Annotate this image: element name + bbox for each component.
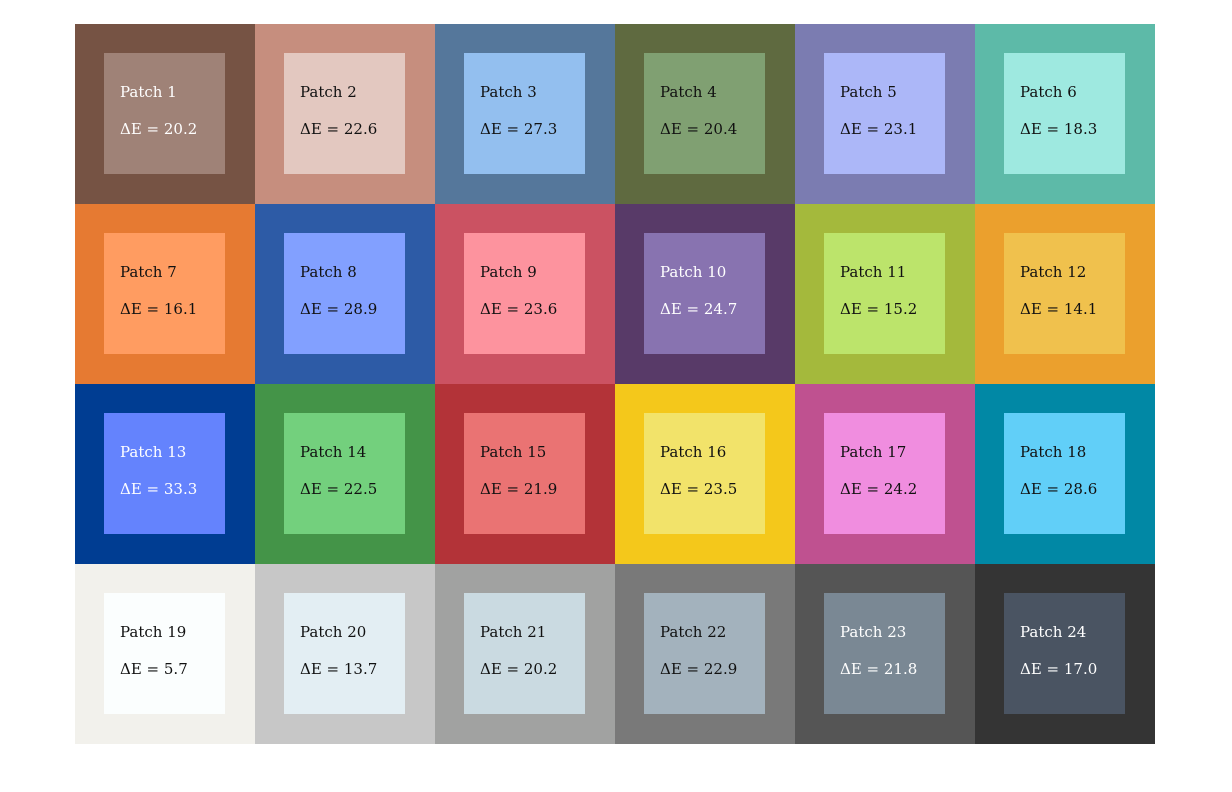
patch-delta-e: ΔE = 20.2 (120, 120, 198, 138)
patch-delta-e: ΔE = 18.3 (1020, 120, 1098, 138)
patch-cell-24: Patch 24 ΔE = 17.0 (975, 564, 1155, 744)
patch-label: Patch 20 (300, 623, 367, 641)
patch-cell-14: Patch 14 ΔE = 22.5 (255, 384, 435, 564)
patch-measured-swatch-17: Patch 17 ΔE = 24.2 (824, 413, 945, 534)
patch-cell-1: Patch 1 ΔE = 20.2 (75, 24, 255, 204)
patch-delta-e: ΔE = 23.5 (660, 480, 738, 498)
patch-label: Patch 10 (660, 263, 727, 281)
patch-label: Patch 17 (840, 443, 907, 461)
patch-delta-e: ΔE = 33.3 (120, 480, 198, 498)
patch-measured-swatch-7: Patch 7 ΔE = 16.1 (104, 233, 225, 354)
patch-delta-e: ΔE = 20.4 (660, 120, 738, 138)
patch-delta-e: ΔE = 14.1 (1020, 300, 1098, 318)
patch-cell-13: Patch 13 ΔE = 33.3 (75, 384, 255, 564)
patch-delta-e: ΔE = 24.2 (840, 480, 918, 498)
patch-measured-swatch-14: Patch 14 ΔE = 22.5 (284, 413, 405, 534)
patch-cell-23: Patch 23 ΔE = 21.8 (795, 564, 975, 744)
patch-measured-swatch-16: Patch 16 ΔE = 23.5 (644, 413, 765, 534)
patch-label: Patch 18 (1020, 443, 1087, 461)
patch-label: Patch 22 (660, 623, 727, 641)
patch-label: Patch 8 (300, 263, 357, 281)
patch-measured-swatch-22: Patch 22 ΔE = 22.9 (644, 593, 765, 714)
patch-cell-3: Patch 3 ΔE = 27.3 (435, 24, 615, 204)
patch-measured-swatch-4: Patch 4 ΔE = 20.4 (644, 53, 765, 174)
patch-cell-12: Patch 12 ΔE = 14.1 (975, 204, 1155, 384)
patch-label: Patch 3 (480, 83, 537, 101)
patch-measured-swatch-23: Patch 23 ΔE = 21.8 (824, 593, 945, 714)
patch-measured-swatch-2: Patch 2 ΔE = 22.6 (284, 53, 405, 174)
patch-cell-10: Patch 10 ΔE = 24.7 (615, 204, 795, 384)
patch-cell-8: Patch 8 ΔE = 28.9 (255, 204, 435, 384)
patch-measured-swatch-19: Patch 19 ΔE = 5.7 (104, 593, 225, 714)
patch-cell-2: Patch 2 ΔE = 22.6 (255, 24, 435, 204)
patch-delta-e: ΔE = 28.9 (300, 300, 378, 318)
patch-cell-15: Patch 15 ΔE = 21.9 (435, 384, 615, 564)
patch-delta-e: ΔE = 5.7 (120, 660, 188, 678)
patch-delta-e: ΔE = 20.2 (480, 660, 558, 678)
patch-label: Patch 6 (1020, 83, 1077, 101)
patch-measured-swatch-24: Patch 24 ΔE = 17.0 (1004, 593, 1125, 714)
patch-cell-22: Patch 22 ΔE = 22.9 (615, 564, 795, 744)
patch-measured-swatch-20: Patch 20 ΔE = 13.7 (284, 593, 405, 714)
patch-cell-18: Patch 18 ΔE = 28.6 (975, 384, 1155, 564)
patch-measured-swatch-1: Patch 1 ΔE = 20.2 (104, 53, 225, 174)
patch-label: Patch 21 (480, 623, 547, 641)
patch-cell-4: Patch 4 ΔE = 20.4 (615, 24, 795, 204)
patch-cell-21: Patch 21 ΔE = 20.2 (435, 564, 615, 744)
patch-delta-e: ΔE = 24.7 (660, 300, 738, 318)
patch-label: Patch 14 (300, 443, 367, 461)
patch-cell-19: Patch 19 ΔE = 5.7 (75, 564, 255, 744)
patch-label: Patch 11 (840, 263, 907, 281)
patch-measured-swatch-10: Patch 10 ΔE = 24.7 (644, 233, 765, 354)
patch-label: Patch 23 (840, 623, 907, 641)
patch-measured-swatch-3: Patch 3 ΔE = 27.3 (464, 53, 585, 174)
patch-delta-e: ΔE = 22.5 (300, 480, 378, 498)
patch-cell-16: Patch 16 ΔE = 23.5 (615, 384, 795, 564)
patch-delta-e: ΔE = 23.6 (480, 300, 558, 318)
color-checker-chart: Patch 1 ΔE = 20.2 Patch 2 ΔE = 22.6 Patch 3 Δ… (75, 24, 1155, 744)
patch-measured-swatch-18: Patch 18 ΔE = 28.6 (1004, 413, 1125, 534)
patch-measured-swatch-21: Patch 21 ΔE = 20.2 (464, 593, 585, 714)
patch-label: Patch 2 (300, 83, 357, 101)
patch-delta-e: ΔE = 21.9 (480, 480, 558, 498)
patch-label: Patch 9 (480, 263, 537, 281)
patch-measured-swatch-13: Patch 13 ΔE = 33.3 (104, 413, 225, 534)
patch-label: Patch 4 (660, 83, 717, 101)
patch-label: Patch 16 (660, 443, 727, 461)
patch-label: Patch 13 (120, 443, 187, 461)
patch-cell-9: Patch 9 ΔE = 23.6 (435, 204, 615, 384)
patch-label: Patch 19 (120, 623, 187, 641)
patch-delta-e: ΔE = 16.1 (120, 300, 198, 318)
patch-delta-e: ΔE = 23.1 (840, 120, 918, 138)
patch-delta-e: ΔE = 27.3 (480, 120, 558, 138)
patch-delta-e: ΔE = 28.6 (1020, 480, 1098, 498)
patch-label: Patch 15 (480, 443, 547, 461)
patch-delta-e: ΔE = 17.0 (1020, 660, 1098, 678)
patch-cell-17: Patch 17 ΔE = 24.2 (795, 384, 975, 564)
patch-measured-swatch-11: Patch 11 ΔE = 15.2 (824, 233, 945, 354)
patch-delta-e: ΔE = 13.7 (300, 660, 378, 678)
patch-cell-11: Patch 11 ΔE = 15.2 (795, 204, 975, 384)
patch-measured-swatch-15: Patch 15 ΔE = 21.9 (464, 413, 585, 534)
patch-measured-swatch-5: Patch 5 ΔE = 23.1 (824, 53, 945, 174)
patch-measured-swatch-8: Patch 8 ΔE = 28.9 (284, 233, 405, 354)
patch-cell-5: Patch 5 ΔE = 23.1 (795, 24, 975, 204)
patch-measured-swatch-6: Patch 6 ΔE = 18.3 (1004, 53, 1125, 174)
patch-label: Patch 12 (1020, 263, 1087, 281)
patch-label: Patch 1 (120, 83, 177, 101)
patch-measured-swatch-12: Patch 12 ΔE = 14.1 (1004, 233, 1125, 354)
patch-cell-6: Patch 6 ΔE = 18.3 (975, 24, 1155, 204)
patch-delta-e: ΔE = 22.9 (660, 660, 738, 678)
patch-measured-swatch-9: Patch 9 ΔE = 23.6 (464, 233, 585, 354)
patch-delta-e: ΔE = 21.8 (840, 660, 918, 678)
patch-cell-7: Patch 7 ΔE = 16.1 (75, 204, 255, 384)
patch-label: Patch 7 (120, 263, 177, 281)
patch-delta-e: ΔE = 22.6 (300, 120, 378, 138)
patch-delta-e: ΔE = 15.2 (840, 300, 918, 318)
patch-label: Patch 24 (1020, 623, 1087, 641)
patch-cell-20: Patch 20 ΔE = 13.7 (255, 564, 435, 744)
patch-label: Patch 5 (840, 83, 897, 101)
